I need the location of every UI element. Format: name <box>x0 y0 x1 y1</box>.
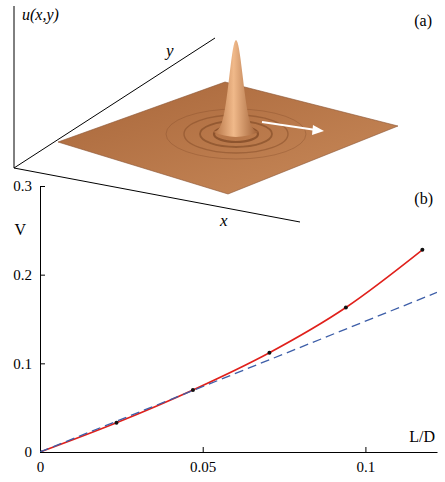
panel-b: 0 0.05 0.1 0 0.1 0.2 0.3 V L/D (b) <box>13 178 437 474</box>
series-line <box>40 292 437 452</box>
panel-a: u(x,y) y x (a) <box>14 6 432 230</box>
tick-mark <box>40 275 45 276</box>
tick: 0.3 <box>13 178 45 194</box>
tick: 0.2 <box>13 267 45 283</box>
data-point <box>344 305 348 309</box>
y-axis-label: y <box>164 41 174 60</box>
tick-mark <box>40 186 45 187</box>
tick-label: 0.1 <box>357 459 376 475</box>
direction-arrow-head <box>312 125 324 135</box>
axis-line <box>40 187 41 453</box>
tick-label: 0.3 <box>13 178 32 194</box>
tick: 0.1 <box>13 356 45 372</box>
axis-line <box>41 452 438 453</box>
tick-label: 0.05 <box>190 459 216 475</box>
tick-label: 0.1 <box>13 356 32 372</box>
tick-label: 0.2 <box>13 267 32 283</box>
data-point <box>114 421 118 425</box>
tick-mark <box>365 447 366 452</box>
tick-label: 0 <box>25 444 33 460</box>
y-axis: 0 0.1 0.2 0.3 <box>13 178 45 460</box>
direction-arrow <box>262 122 316 130</box>
data-point <box>267 351 271 355</box>
panel-label: (a) <box>414 12 432 30</box>
data-point <box>191 388 195 392</box>
y-axis-title: V <box>14 221 26 238</box>
tick-mark <box>40 452 45 453</box>
panel-label: (b) <box>414 190 433 208</box>
x-axis-title: L/D <box>409 428 435 445</box>
x-axis: 0 0.05 0.1 <box>37 447 438 475</box>
tick-mark <box>40 363 45 364</box>
figure: u(x,y) y x (a) 0 0.05 0.1 0 0.1 0.2 0.3 V L/D (b) <box>0 0 445 482</box>
tick: 0 <box>25 444 46 460</box>
z-axis-label: u(x,y) <box>22 6 59 24</box>
tick-label: 0 <box>37 459 45 475</box>
tick: 0.1 <box>357 447 376 475</box>
x-axis-label: x <box>219 211 228 230</box>
tick: 0.05 <box>190 447 216 475</box>
bump <box>213 40 260 137</box>
data-point <box>420 248 424 252</box>
tick-mark <box>203 447 204 452</box>
z-axis <box>14 6 15 168</box>
plot-area <box>40 248 437 452</box>
series-line <box>40 250 422 452</box>
